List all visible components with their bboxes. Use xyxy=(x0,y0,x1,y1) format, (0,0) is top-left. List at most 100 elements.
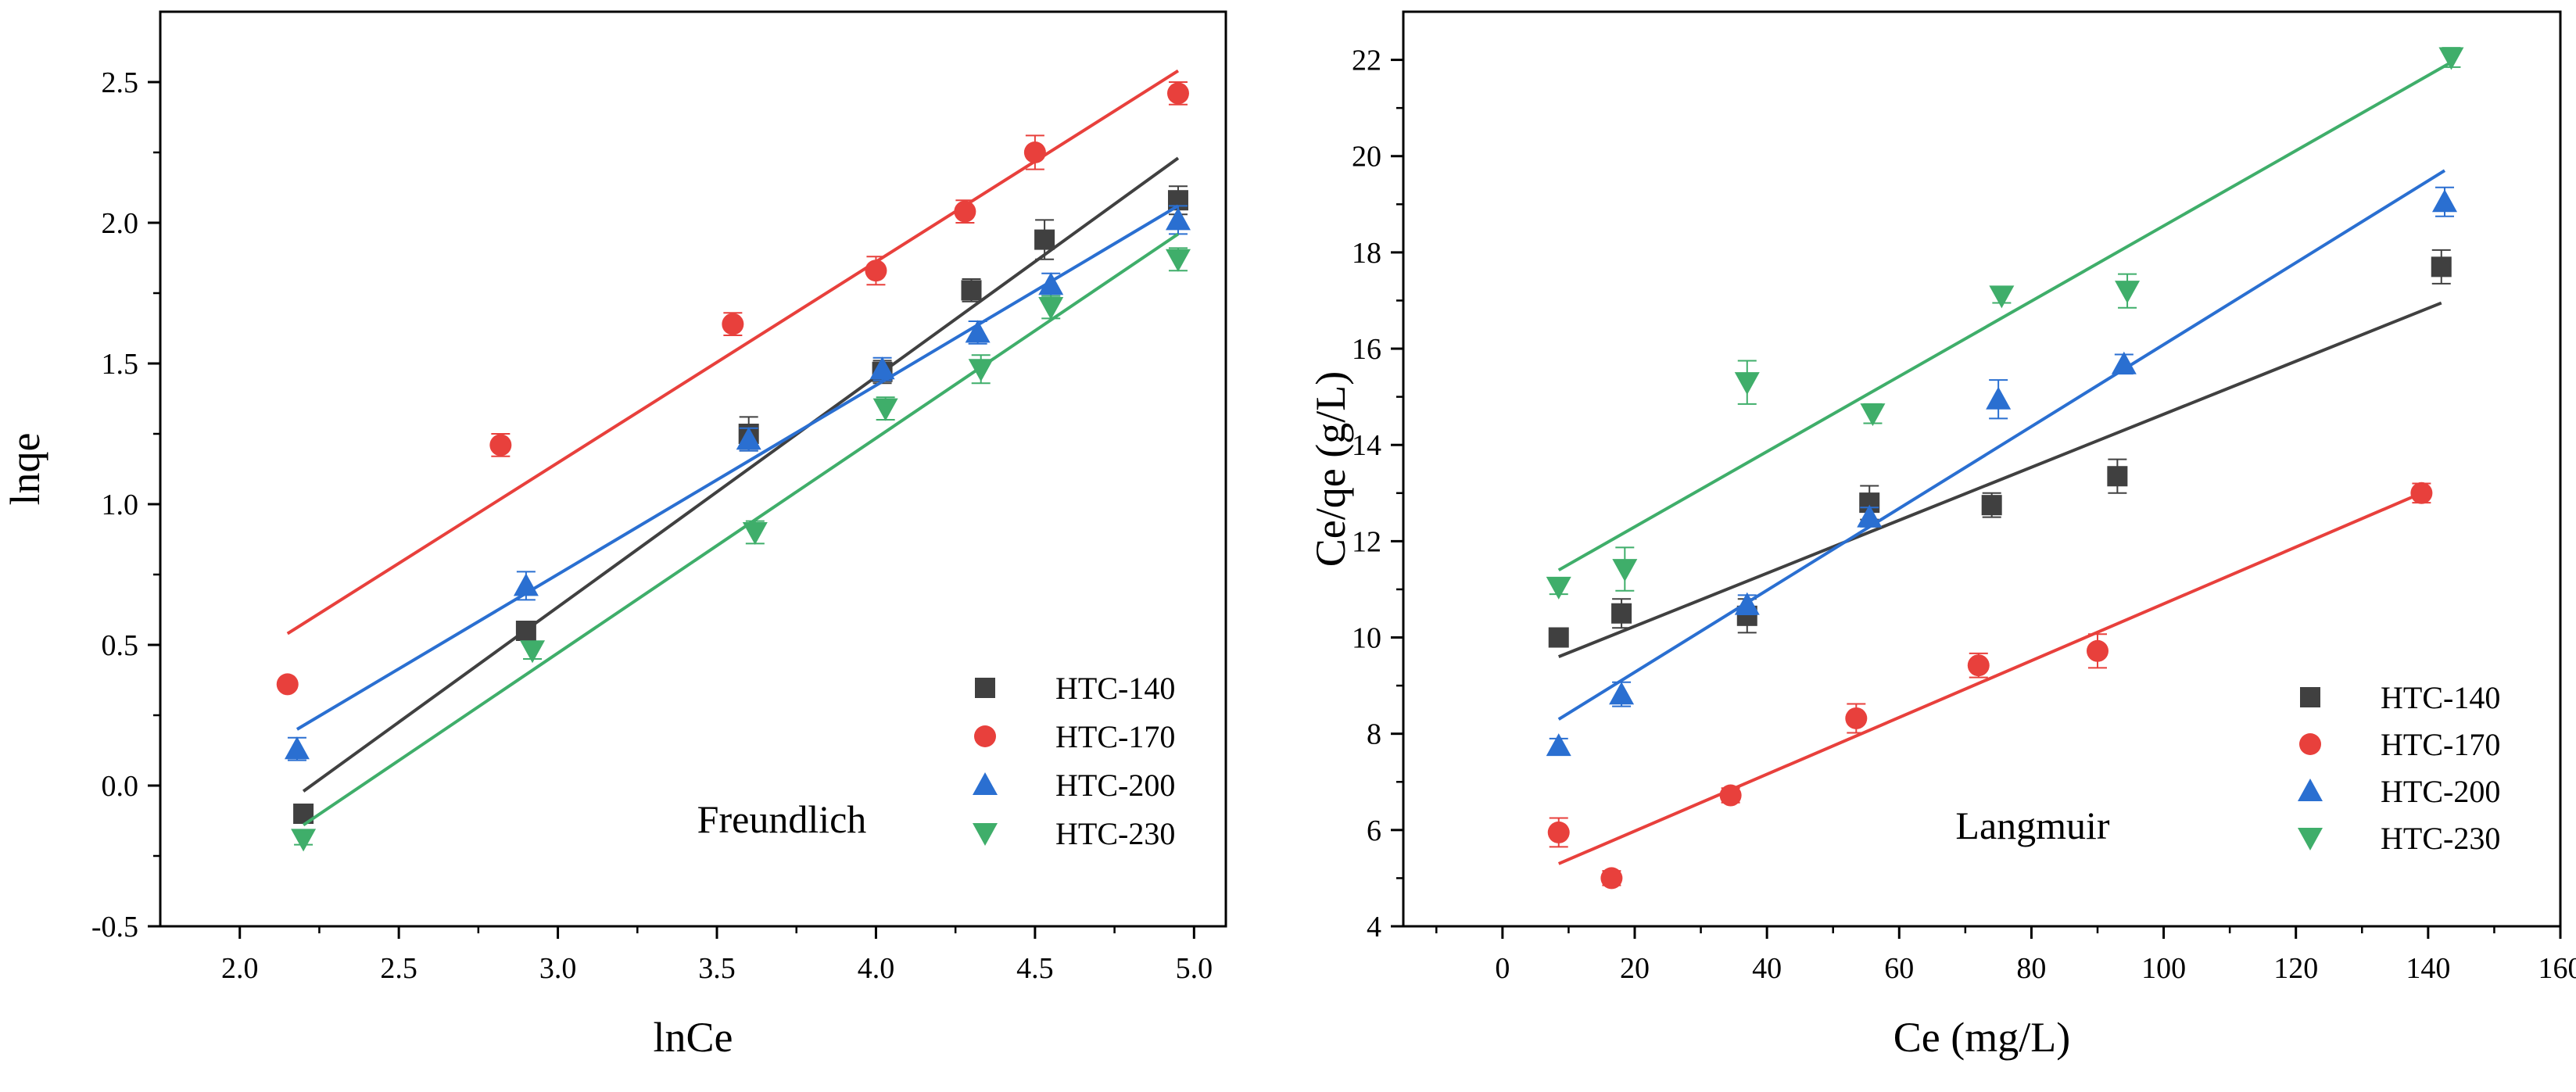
x-tick-label: 40 xyxy=(1752,952,1782,985)
data-point xyxy=(1165,207,1191,231)
data-point xyxy=(1734,592,1760,615)
y-tick-label: 0.5 xyxy=(102,629,139,662)
data-point xyxy=(1166,82,1189,105)
legend-marker xyxy=(974,725,996,747)
data-point xyxy=(1981,495,2002,516)
y-tick-label: 6 xyxy=(1367,815,1381,847)
data-point xyxy=(1034,229,1055,250)
fit-line xyxy=(302,232,1180,827)
y-tick-label: 16 xyxy=(1352,333,1381,366)
series-htc-200 xyxy=(284,204,1191,761)
x-tick-label: 60 xyxy=(1884,952,1914,985)
y-tick-label: 2.0 xyxy=(102,207,139,240)
data-point xyxy=(2111,351,2137,374)
y-tick-label: 12 xyxy=(1352,525,1381,558)
chart-langmuir: 0 20 40 60 80 100 120 140 160 4 6 8 10 12 14 16 18 20 22 Ce… xyxy=(1307,10,2576,1061)
y-tick-label: 1.5 xyxy=(102,348,139,381)
data-point xyxy=(284,736,310,760)
data-point xyxy=(1038,272,1064,295)
series-htc-230 xyxy=(1546,47,2464,600)
legend-label: HTC-230 xyxy=(1055,816,1175,851)
legend: HTC-140 HTC-170 HTC-200 HTC-230 xyxy=(973,671,1175,851)
x-tick-label: 5.0 xyxy=(1176,952,1213,985)
x-tick-label: 100 xyxy=(2141,952,2186,985)
fit-line xyxy=(1557,491,2423,865)
legend-marker xyxy=(2298,779,2323,801)
y-tick-label: 2.5 xyxy=(102,66,139,99)
data-point xyxy=(1989,285,2015,309)
plot-frame xyxy=(1402,10,2562,928)
data-point xyxy=(2438,47,2464,70)
legend-label: HTC-200 xyxy=(2381,774,2500,809)
legend-marker xyxy=(973,772,998,795)
data-point xyxy=(1986,386,2012,410)
data-point xyxy=(954,200,976,223)
data-point xyxy=(865,260,887,282)
legend-label: HTC-140 xyxy=(1055,671,1175,706)
legend-marker xyxy=(2298,828,2323,850)
data-point xyxy=(1857,504,1883,528)
legend-label: HTC-140 xyxy=(2381,680,2500,715)
x-tick-label: 80 xyxy=(2016,952,2046,985)
fit-line xyxy=(286,69,1180,636)
plot-frame xyxy=(159,10,1227,928)
legend-label: HTC-230 xyxy=(2381,821,2500,856)
y-tick-label: 10 xyxy=(1352,622,1381,655)
fit-line xyxy=(1557,301,2442,659)
data-point xyxy=(736,427,761,450)
x-tick-label: 140 xyxy=(2406,952,2450,985)
x-tick-label: 2.0 xyxy=(221,952,259,985)
data-point xyxy=(872,398,898,421)
y-tick-label: 1.0 xyxy=(102,489,139,521)
fit-line xyxy=(296,204,1179,731)
data-point xyxy=(1719,784,1742,807)
data-point xyxy=(1860,403,1886,427)
series-htc-170 xyxy=(276,69,1189,696)
x-tick-label: 3.0 xyxy=(539,952,577,985)
data-point xyxy=(2087,639,2108,662)
y-tick-label: -0.5 xyxy=(91,911,138,943)
data-point xyxy=(1548,627,1569,648)
data-point xyxy=(1611,603,1632,624)
fit-line xyxy=(302,156,1180,793)
data-point xyxy=(961,280,982,301)
y-axis-title: Ce/qe (g/L) xyxy=(1307,371,1354,567)
data-point xyxy=(513,573,539,596)
x-tick-label: 2.5 xyxy=(380,952,417,985)
data-point xyxy=(1612,559,1638,582)
data-point xyxy=(291,829,317,852)
x-tick-label: 20 xyxy=(1620,952,1650,985)
data-point xyxy=(1546,733,1571,757)
data-point xyxy=(1165,249,1191,272)
x-axis-title: lnCe xyxy=(654,1014,733,1061)
panel-title: Freundlich xyxy=(697,797,867,841)
y-tick-label: 20 xyxy=(1352,141,1381,174)
series-htc-140 xyxy=(1548,249,2452,659)
series-htc-140 xyxy=(293,156,1188,824)
y-tick-label: 0.0 xyxy=(102,770,139,803)
x-tick-label: 3.5 xyxy=(698,952,736,985)
x-tick-label: 160 xyxy=(2538,952,2576,985)
x-tick-label: 4.5 xyxy=(1016,952,1054,985)
fit-line xyxy=(1557,169,2446,721)
y-tick-label: 18 xyxy=(1352,237,1381,270)
series-htc-200 xyxy=(1546,169,2457,757)
panel-title: Langmuir xyxy=(1955,804,2110,847)
data-point xyxy=(515,621,536,641)
y-tick-label: 14 xyxy=(1352,429,1381,462)
legend: HTC-140 HTC-170 HTC-200 HTC-230 xyxy=(2298,680,2500,856)
x-axis-title: Ce (mg/L) xyxy=(1893,1014,2070,1061)
data-point xyxy=(2432,189,2457,213)
y-axis-title: lnqe xyxy=(2,433,48,506)
y-tick-label: 8 xyxy=(1367,718,1381,751)
data-point xyxy=(1600,867,1623,890)
data-point xyxy=(489,434,512,456)
data-point xyxy=(2431,256,2452,277)
fit-line xyxy=(1557,60,2452,572)
data-point xyxy=(1547,821,1570,843)
data-point xyxy=(2115,281,2141,304)
legend-marker xyxy=(2299,733,2321,755)
data-point xyxy=(742,522,768,545)
data-point xyxy=(1038,297,1064,320)
